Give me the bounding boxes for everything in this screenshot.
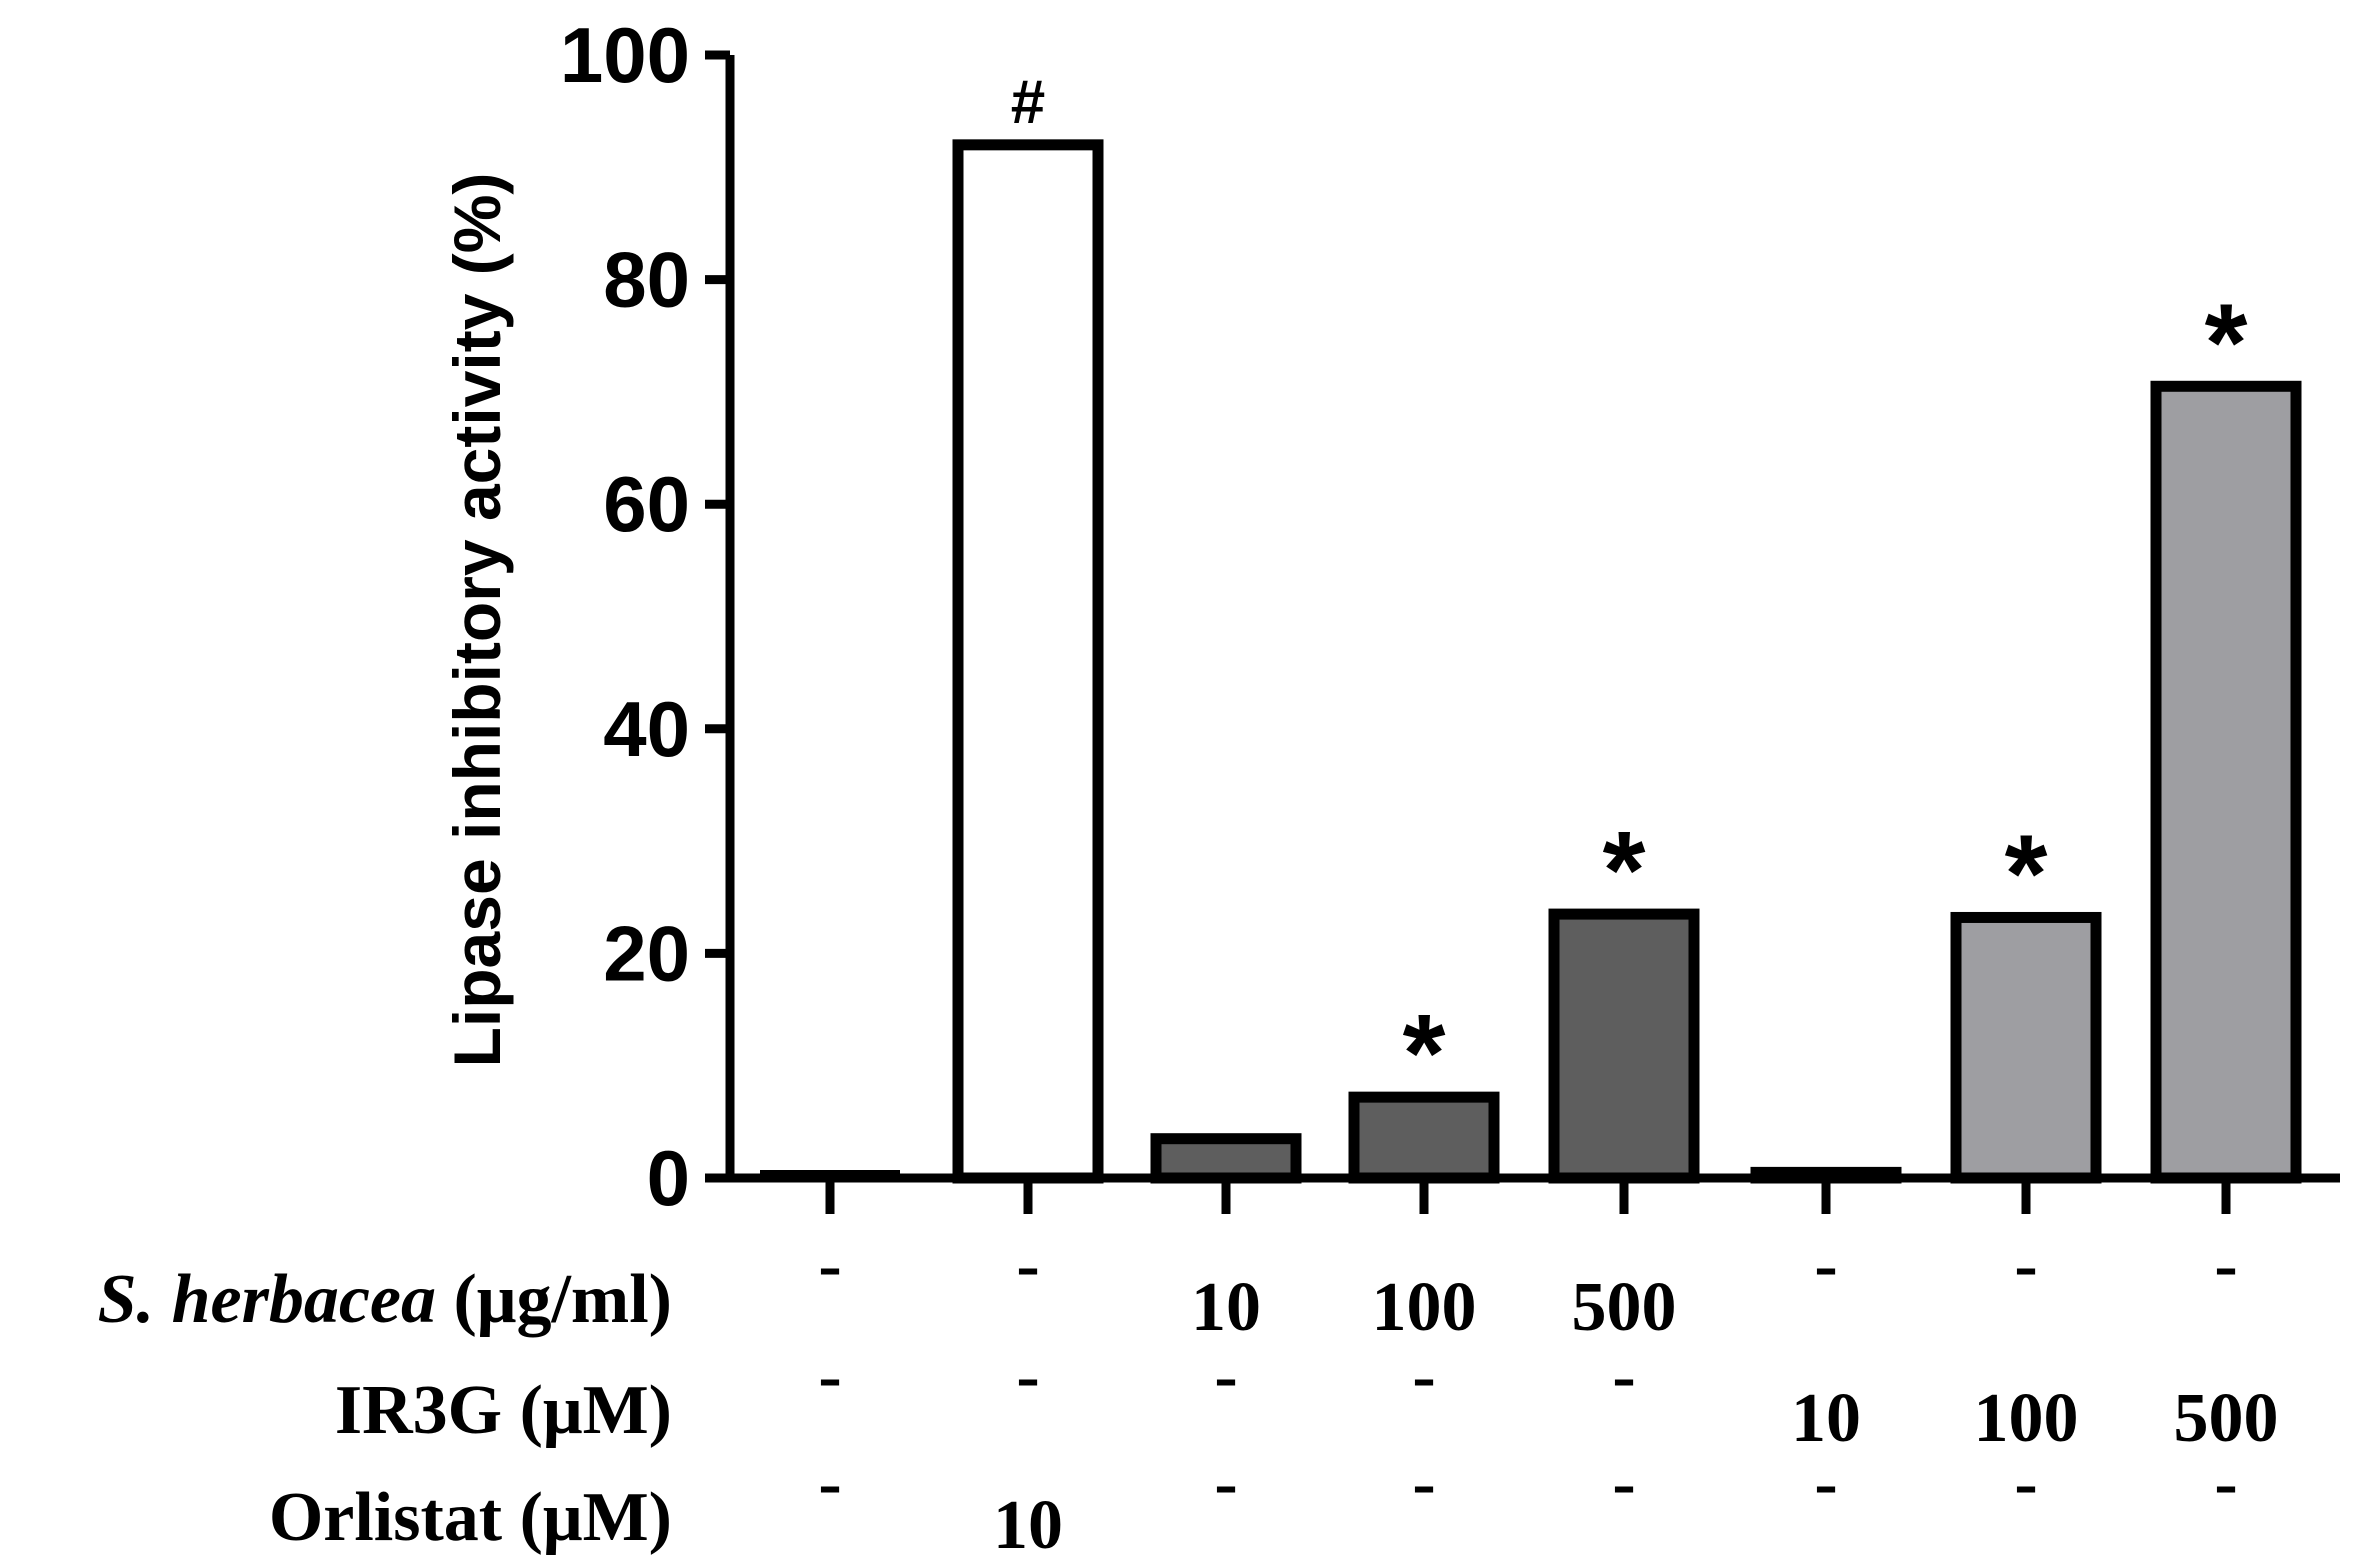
x-ticks [825, 1178, 2231, 1214]
treatment-cell: - [1412, 1338, 1435, 1415]
y-ticks: 0 20 40 60 80 100 [560, 11, 730, 1222]
bar [1348, 1091, 1500, 1184]
significance-annotations: # * * * * [1011, 68, 2248, 1115]
bar [1950, 911, 2102, 1184]
treatment-cell: - [818, 1338, 841, 1415]
treatment-cell: - [1214, 1338, 1237, 1415]
significance-marker: * [1403, 992, 1446, 1115]
treatment-cell: 100 [1372, 1269, 1477, 1346]
treatment-cell: - [2014, 1227, 2037, 1304]
treatment-cell: - [1814, 1227, 1837, 1304]
treatment-cell: 100 [1974, 1380, 2079, 1457]
treatment-cell: 10 [1191, 1269, 1261, 1346]
treatment-cell: 10 [1791, 1380, 1861, 1457]
y-tick-label: 0 [647, 1134, 690, 1222]
row-label-text: IR3G (μM) [335, 1372, 672, 1449]
treatment-table: S. herbacea (μg/ml) - -10 100 500- - -IR3G (μM… [98, 1227, 2279, 1564]
treatment-cell: - [2214, 1227, 2237, 1304]
bar [1750, 1166, 1902, 1184]
treatment-cell: - [1016, 1227, 1039, 1304]
treatment-row-label: S. herbacea (μg/ml) [98, 1261, 672, 1338]
treatment-cell: - [818, 1227, 841, 1304]
y-axis-label: Lipase inhibitory activity (%) [440, 173, 514, 1068]
treatment-cell: - [2014, 1445, 2037, 1522]
y-tick-label: 100 [560, 11, 690, 99]
treatment-row-label: Orlistat (μM) [269, 1479, 672, 1556]
y-tick-label: 80 [603, 236, 690, 324]
bar [1548, 908, 1700, 1184]
treatment-cell: 500 [1572, 1269, 1677, 1346]
treatment-cell: - [2214, 1445, 2237, 1522]
significance-marker: # [1011, 68, 1045, 137]
bars [760, 139, 2302, 1184]
treatment-cell: - [1612, 1445, 1635, 1522]
treatment-cell: 10 [993, 1487, 1063, 1564]
bar [1150, 1133, 1302, 1184]
row-label-text: Orlistat (μM) [269, 1479, 672, 1556]
treatment-cell: - [1214, 1445, 1237, 1522]
row-label-text: (μg/ml) [436, 1261, 672, 1338]
significance-marker: * [1603, 809, 1646, 932]
significance-marker: * [2205, 281, 2248, 404]
treatment-row-label: IR3G (μM) [335, 1372, 672, 1449]
y-tick-label: 20 [603, 909, 690, 997]
significance-marker: * [2005, 812, 2048, 935]
treatment-cell: 500 [2174, 1380, 2279, 1457]
treatment-cell: - [1412, 1445, 1435, 1522]
treatment-cell: - [818, 1445, 841, 1522]
treatment-cell: - [1814, 1445, 1837, 1522]
treatment-cell: - [1016, 1338, 1039, 1415]
y-tick-label: 40 [603, 685, 690, 773]
treatment-cell: - [1612, 1338, 1635, 1415]
y-tick-label: 60 [603, 460, 690, 548]
bar [2150, 380, 2302, 1184]
row-label-italic: S. herbacea [98, 1261, 436, 1338]
bar [952, 139, 1104, 1184]
